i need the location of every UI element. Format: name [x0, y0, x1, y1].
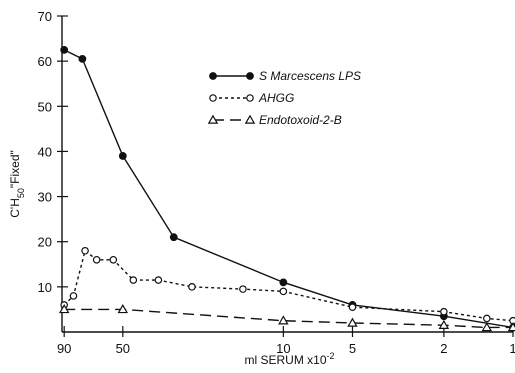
legend: S Marcescens LPS AHGG Endotoxoid-2-B — [207, 69, 361, 127]
series-2 — [60, 246, 515, 325]
data-point — [69, 292, 78, 300]
data-point — [188, 283, 196, 291]
series-layer — [58, 45, 515, 332]
data-point — [246, 72, 254, 80]
series-line — [63, 49, 514, 329]
data-point — [509, 316, 515, 325]
data-point — [109, 255, 118, 264]
data-point — [481, 322, 493, 332]
x-tick-label: 90 — [57, 341, 71, 356]
y-tick-label: 30 — [38, 190, 52, 205]
legend-entry: AHGG — [258, 91, 294, 105]
x-tick-label: 1 — [509, 341, 515, 356]
data-point — [239, 285, 247, 293]
data-point — [129, 276, 138, 284]
data-point — [279, 278, 288, 287]
data-point — [60, 45, 69, 54]
data-point — [209, 94, 217, 102]
data-point — [154, 276, 163, 284]
data-point — [58, 304, 70, 314]
data-point — [507, 322, 515, 332]
y-tick-label: 60 — [38, 54, 52, 69]
data-point — [169, 233, 178, 242]
axes: 10 20 30 40 50 60 70 90 50 10 5 2 1 — [38, 9, 515, 356]
data-point — [483, 314, 491, 323]
y-axis-label: C'H50"Fixed" — [8, 150, 26, 218]
data-point — [78, 54, 87, 63]
data-point — [117, 304, 129, 314]
y-tick-label: 10 — [38, 280, 52, 295]
data-point — [207, 114, 219, 124]
data-point — [209, 72, 217, 80]
data-point — [347, 317, 358, 327]
data-point — [92, 255, 101, 264]
legend-entry: Endotoxoid-2-B — [259, 113, 342, 127]
data-point — [246, 94, 254, 102]
data-point — [279, 287, 288, 296]
data-point — [348, 303, 357, 311]
x-axis-label: ml SERUM x10-2 — [244, 351, 334, 367]
y-tick-label: 20 — [38, 235, 52, 250]
x-tick-label: 50 — [116, 341, 130, 356]
x-tick-label: 10 — [276, 341, 290, 356]
series-1 — [60, 45, 515, 332]
y-tick-label: 70 — [38, 9, 52, 24]
data-point — [118, 152, 127, 160]
data-point — [81, 246, 89, 255]
data-point — [244, 114, 256, 124]
data-point — [278, 315, 289, 325]
x-tick-label: 2 — [440, 341, 447, 356]
data-point — [438, 319, 450, 329]
data-point — [440, 307, 448, 316]
x-tick-label: 5 — [349, 341, 356, 356]
series-3 — [58, 304, 515, 332]
legend-entry: S Marcescens LPS — [259, 69, 361, 83]
y-tick-label: 40 — [38, 144, 52, 159]
y-tick-label: 50 — [38, 99, 52, 114]
